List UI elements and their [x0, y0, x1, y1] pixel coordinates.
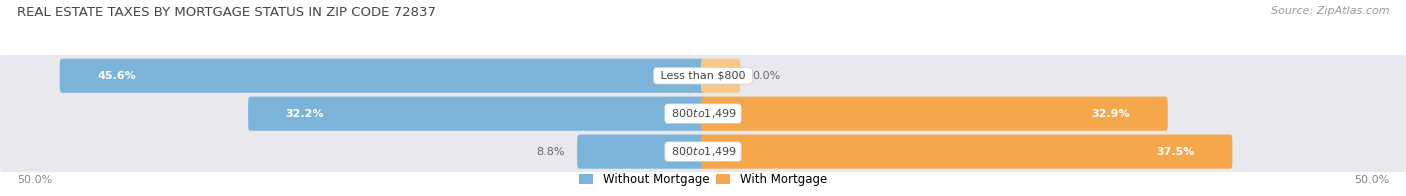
Text: $800 to $1,499: $800 to $1,499 [668, 145, 738, 158]
Text: 32.9%: 32.9% [1092, 109, 1130, 119]
FancyBboxPatch shape [0, 52, 1406, 100]
FancyBboxPatch shape [0, 127, 1406, 176]
FancyBboxPatch shape [578, 134, 706, 169]
Text: REAL ESTATE TAXES BY MORTGAGE STATUS IN ZIP CODE 72837: REAL ESTATE TAXES BY MORTGAGE STATUS IN … [17, 6, 436, 19]
Text: 50.0%: 50.0% [1354, 175, 1389, 185]
Text: $800 to $1,499: $800 to $1,499 [668, 107, 738, 120]
FancyBboxPatch shape [700, 59, 741, 93]
Text: 0.0%: 0.0% [752, 71, 780, 81]
FancyBboxPatch shape [700, 97, 1167, 131]
FancyBboxPatch shape [59, 59, 704, 93]
Text: 8.8%: 8.8% [537, 147, 565, 157]
FancyBboxPatch shape [700, 134, 1232, 169]
Text: Source: ZipAtlas.com: Source: ZipAtlas.com [1271, 6, 1389, 16]
Legend: Without Mortgage, With Mortgage: Without Mortgage, With Mortgage [579, 173, 827, 186]
FancyBboxPatch shape [247, 97, 704, 131]
Text: 50.0%: 50.0% [17, 175, 52, 185]
FancyBboxPatch shape [0, 89, 1406, 138]
Text: Less than $800: Less than $800 [657, 71, 749, 81]
Text: 45.6%: 45.6% [97, 71, 136, 81]
Text: 37.5%: 37.5% [1157, 147, 1195, 157]
Text: 32.2%: 32.2% [285, 109, 323, 119]
